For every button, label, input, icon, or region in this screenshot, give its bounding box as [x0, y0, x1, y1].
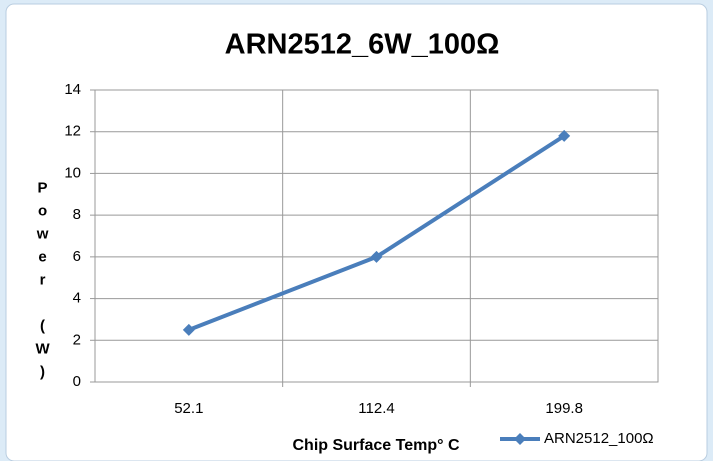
x-tick-label: 52.1 — [174, 400, 203, 417]
y-tick-label: 4 — [73, 290, 81, 307]
x-axis-label: Chip Surface Temp° C — [292, 437, 459, 454]
chart-panel — [5, 3, 708, 461]
data-point — [370, 250, 383, 263]
y-tick-label: 6 — [73, 248, 81, 265]
legend-marker — [514, 433, 526, 445]
legend-label: ARN2512_100Ω — [544, 430, 654, 447]
y-tick-label: 14 — [64, 81, 81, 98]
x-tick-label: 112.4 — [358, 400, 394, 417]
y-tick-label: 12 — [64, 123, 81, 140]
data-point — [558, 129, 571, 142]
y-axis-label: Power (W) — [34, 180, 51, 387]
y-tick-label: 10 — [64, 164, 81, 181]
y-tick-label: 8 — [73, 206, 81, 223]
x-tick-label: 199.8 — [545, 400, 583, 417]
y-tick-label: 0 — [73, 373, 81, 390]
data-point — [182, 323, 195, 336]
chart-title: ARN2512_6W_100Ω — [225, 29, 500, 61]
y-tick-label: 2 — [73, 331, 81, 348]
